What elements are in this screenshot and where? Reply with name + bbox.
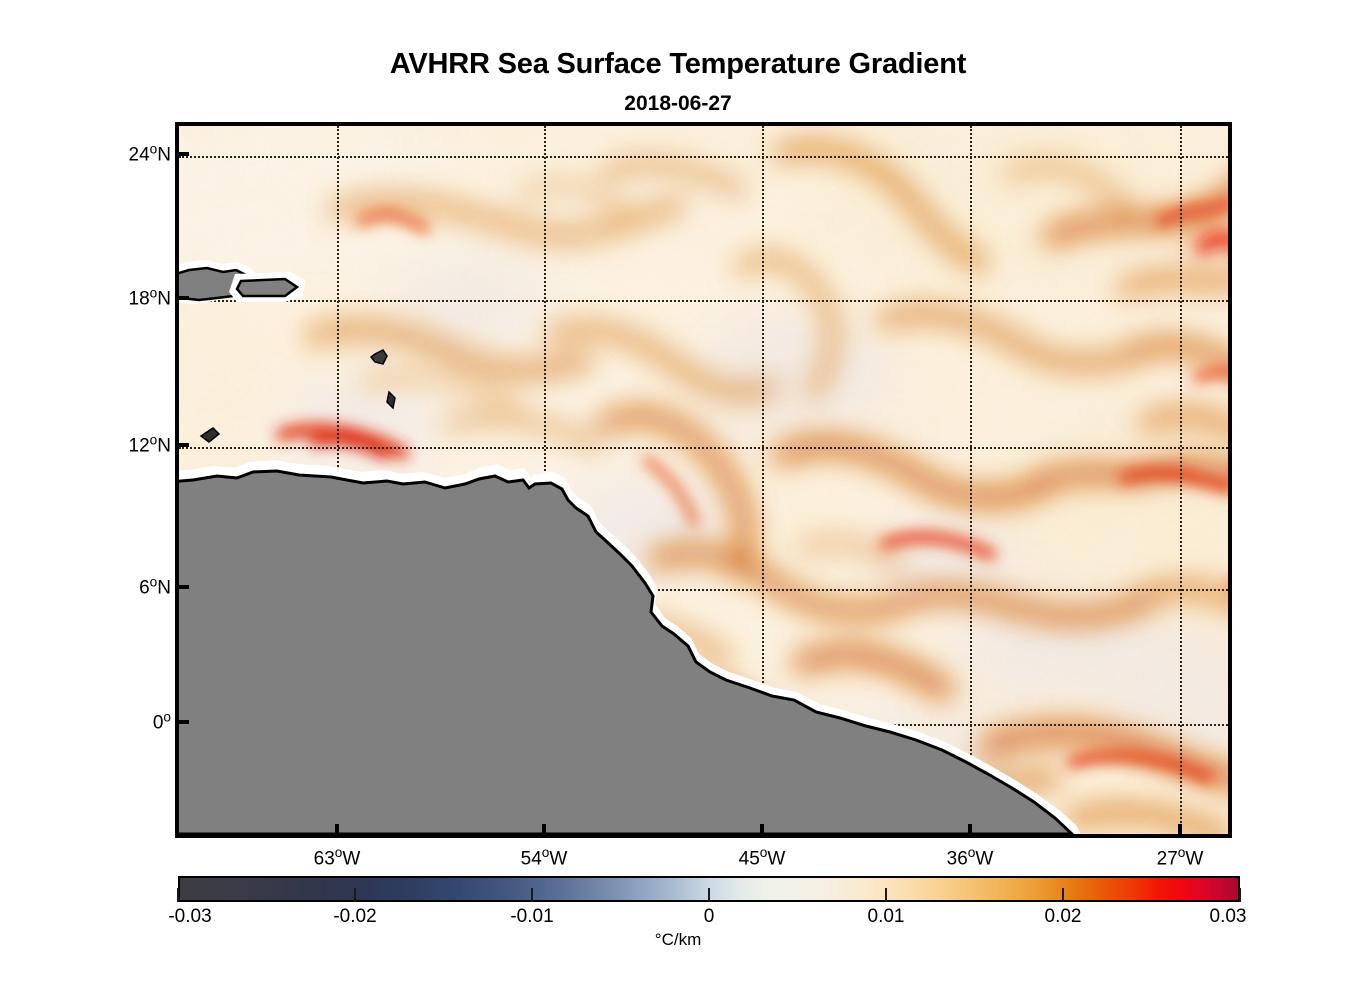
xtick-label-54W: 54oW — [520, 845, 568, 870]
xtick-mark-36W — [968, 824, 972, 838]
land-masses — [179, 260, 1081, 834]
colorbar-tick-6 — [1239, 888, 1241, 902]
ytick-mark-0 — [175, 720, 189, 724]
colorbar-unit-label: °C/km — [654, 930, 702, 949]
ytick-mark-12N — [175, 443, 189, 447]
gridline-lat-18 — [179, 300, 1228, 302]
ytick-label-6N: 6oN — [139, 574, 171, 599]
island-trinidad — [199, 427, 221, 443]
xtick-mark-45W — [760, 824, 764, 838]
colorbar-tick-1 — [354, 888, 357, 902]
colorbar-tick-0 — [177, 888, 179, 902]
colorbar-tick-2 — [530, 888, 533, 902]
gridline-lat-12 — [179, 447, 1228, 449]
sst-gradient-field — [179, 126, 1228, 834]
xtick-mark-63W — [335, 824, 339, 838]
colorbar-label-p003: 0.03 — [1209, 906, 1247, 927]
colorbar-label-n003: -0.03 — [168, 906, 212, 927]
gridline-lat-24 — [179, 156, 1228, 158]
colorbar-tick-5 — [1061, 888, 1064, 902]
colorbar-tick-3 — [708, 888, 710, 902]
colorbar-label-n001: -0.01 — [510, 906, 554, 927]
gridline-lat-0 — [179, 724, 1228, 726]
ytick-mark-18N — [175, 296, 189, 300]
island-puerto-rico — [229, 272, 305, 302]
south-america — [179, 460, 1081, 834]
xtick-label-36W: 36oW — [946, 845, 994, 870]
xtick-mark-27W — [1178, 824, 1182, 838]
ytick-label-24N: 24oN — [128, 141, 171, 166]
gridline-lon-54 — [544, 126, 546, 834]
page-title: AVHRR Sea Surface Temperature Gradient — [389, 48, 967, 80]
island-dominica — [386, 390, 396, 410]
gridline-lon-36 — [970, 126, 972, 834]
map-inner — [179, 126, 1228, 834]
island-hispaniola — [179, 260, 259, 304]
island-guadeloupe — [369, 349, 388, 365]
colorbar-label-n002: -0.02 — [333, 906, 377, 927]
ytick-mark-6N — [175, 585, 189, 589]
xtick-label-27W: 27oW — [1156, 845, 1204, 870]
gridline-lat-6 — [179, 589, 1228, 591]
ytick-label-18N: 18oN — [128, 285, 171, 310]
colorbar-label-p002: 0.02 — [1044, 906, 1082, 927]
xtick-label-45W: 45oW — [738, 845, 786, 870]
ytick-mark-24N — [175, 152, 189, 156]
colorbar[interactable] — [177, 876, 1241, 902]
map-plot-area[interactable] — [175, 122, 1232, 838]
gridline-lon-63 — [337, 126, 339, 834]
colorbar-tick-4 — [885, 888, 888, 902]
colorbar-label-zero: 0 — [703, 906, 715, 927]
ytick-label-0: 0o — [152, 709, 171, 734]
figure-subtitle-date: 2018-06-27 — [624, 92, 732, 115]
ytick-label-12N: 12oN — [128, 432, 171, 457]
xtick-label-63W: 63oW — [313, 845, 361, 870]
gridline-lon-45 — [762, 126, 764, 834]
gridline-lon-27 — [1180, 126, 1182, 834]
colorbar-label-p001: 0.01 — [867, 906, 905, 927]
xtick-mark-54W — [542, 824, 546, 838]
